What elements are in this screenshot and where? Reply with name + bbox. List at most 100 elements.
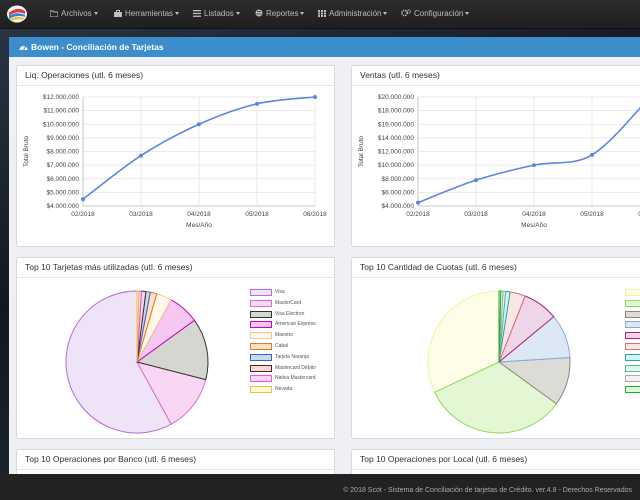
- nav-herramientas[interactable]: Herramientas: [114, 0, 180, 28]
- legend-label: Cabal: [275, 343, 289, 349]
- legend-label: Maestro: [275, 332, 294, 339]
- y-tick-label: $14.000.000: [378, 135, 415, 142]
- data-point: [81, 197, 85, 202]
- grid-icon: [318, 10, 326, 17]
- legend-swatch: [625, 321, 640, 329]
- x-axis-label: Mes/Año: [521, 222, 547, 229]
- x-tick-label: 03/2018: [129, 211, 153, 218]
- y-tick-label: $7.000.000: [46, 162, 79, 169]
- nav-reportes-label: Reportes: [266, 9, 299, 18]
- x-tick-label: 04/2018: [522, 211, 546, 218]
- divider: [352, 85, 640, 86]
- nav-configuracion-label: Configuración: [414, 9, 464, 18]
- panel-top-local: Top 10 Operaciones por Local (utl. 6 mes…: [351, 449, 640, 474]
- data-point: [532, 163, 536, 168]
- legend-label: Tarjeta Naranja: [275, 353, 309, 360]
- legend-swatch: [625, 289, 640, 296]
- panel-title: Liq. Operaciones (utl. 6 meses): [25, 70, 144, 80]
- divider: [17, 469, 334, 470]
- y-tick-label: $12.000.000: [378, 149, 415, 156]
- footer: © 2018 Scot - Sistema de Conciliación de…: [0, 474, 640, 500]
- footer-text: © 2018 Scot - Sistema de Conciliación de…: [343, 487, 632, 494]
- data-point: [255, 101, 259, 106]
- panel-title: Top 10 Operaciones por Banco (utl. 6 mes…: [25, 454, 197, 464]
- legend-swatch: [250, 375, 272, 383]
- pie-slice: [427, 290, 500, 393]
- line-chart-ventas: $4.000.000 $6.000.000 $8.000.000 $10.000.00…: [358, 94, 640, 229]
- divider: [17, 277, 334, 278]
- legend-swatch: [625, 353, 640, 361]
- list-icon: [193, 10, 201, 17]
- x-axis-label: Mes/Año: [186, 222, 212, 229]
- chevron-down-icon: [175, 12, 180, 15]
- panel-top-banco: Top 10 Operaciones por Banco (utl. 6 mes…: [16, 449, 335, 474]
- legend-label: Visa: [275, 289, 285, 295]
- data-point: [590, 152, 594, 157]
- nav-configuracion[interactable]: Configuración: [401, 0, 470, 28]
- y-tick-label: $5.000.000: [46, 189, 79, 196]
- y-tick-label: $9.000.000: [46, 135, 79, 142]
- y-tick-label: $4.000.000: [381, 203, 414, 210]
- x-tick-label: 06/2018: [638, 211, 640, 218]
- legend-label: Nevada: [275, 386, 293, 393]
- panel-title: Top 10 Cantidad de Cuotas (utl. 6 meses): [360, 262, 517, 272]
- legend-swatch: [625, 310, 640, 318]
- x-tick-label: 06/2018: [303, 211, 327, 218]
- legend-swatch: [625, 364, 640, 372]
- line-chart-liq: $4.000.000 $5.000.000 $6.000.000 $7.000.000…: [23, 94, 327, 229]
- y-tick-label: $11.000.000: [43, 108, 79, 115]
- briefcase-icon: [114, 10, 122, 17]
- nav-archivos-label: Archivos: [61, 9, 92, 18]
- legend-label: American Express: [275, 321, 316, 328]
- legend-swatch: [250, 321, 272, 329]
- pie-chart-tarjetas: [65, 290, 209, 434]
- chevron-down-icon: [93, 12, 98, 15]
- data-point: [313, 95, 317, 99]
- y-tick-label: $12.000.000: [43, 94, 80, 101]
- data-point: [416, 200, 420, 205]
- panel-ventas: Ventas (utl. 6 meses) $4.000.000 $6.000.0…: [351, 65, 640, 247]
- divider: [352, 277, 640, 278]
- pie-slice: [136, 361, 207, 425]
- legend-swatch: [250, 299, 272, 307]
- legend-swatch: [250, 332, 272, 340]
- y-tick-label: $6.000.000: [381, 189, 414, 196]
- legend-swatch: [625, 299, 640, 307]
- legend-swatch: [250, 343, 272, 350]
- nav-reportes[interactable]: Reportes: [255, 0, 305, 28]
- nav-administracion[interactable]: Administración: [318, 0, 388, 28]
- y-axis-label: Total Bruto: [358, 136, 365, 167]
- x-tick-label: 05/2018: [245, 211, 269, 218]
- chevron-down-icon: [465, 12, 470, 15]
- legend-tarjetas: Visa MasterCard Visa Electron American Expr…: [250, 288, 330, 398]
- legend-label: Nativa Mastercard: [275, 375, 316, 382]
- page-title: Bowen - Conciliación de Tarjetas: [31, 42, 164, 52]
- y-axis-label: Total Bruto: [23, 136, 30, 167]
- cogs-icon: [401, 9, 411, 17]
- pie-slice: [135, 319, 209, 381]
- pie-slice: [434, 361, 558, 434]
- y-tick-label: $20.000.000: [378, 94, 415, 101]
- panel-liq-operaciones: Liq. Operaciones (utl. 6 meses) $4.000.0…: [16, 65, 335, 247]
- x-tick-label: 04/2018: [187, 211, 211, 218]
- panel-title: Top 10 Operaciones por Local (utl. 6 mes…: [360, 454, 528, 464]
- nav-listados[interactable]: Listados: [193, 0, 240, 28]
- app-logo[interactable]: [6, 4, 28, 24]
- data-point: [197, 122, 201, 127]
- top-navbar: Archivos Herramientas Listados Reportes …: [0, 0, 640, 29]
- pie-slice: [65, 290, 172, 434]
- nav-archivos[interactable]: Archivos: [49, 0, 98, 28]
- dashboard-icon: [19, 46, 28, 51]
- panel-title: Top 10 Tarjetas más utilizadas (utl. 6 m…: [25, 262, 193, 272]
- main-container: Bowen - Conciliación de Tarjetas Liq. Op…: [9, 37, 640, 474]
- nav-herramientas-label: Herramientas: [125, 9, 174, 18]
- y-tick-label: $10.000.000: [378, 162, 415, 169]
- pie-slice: [136, 290, 140, 363]
- x-tick-label: 05/2018: [580, 211, 604, 218]
- folder-icon: [49, 10, 59, 18]
- legend-swatch: [625, 375, 640, 383]
- legend-cuotas: [625, 288, 640, 398]
- legend-swatch: [625, 343, 640, 350]
- legend-swatch: [250, 386, 272, 394]
- nav-listados-label: Listados: [204, 9, 234, 18]
